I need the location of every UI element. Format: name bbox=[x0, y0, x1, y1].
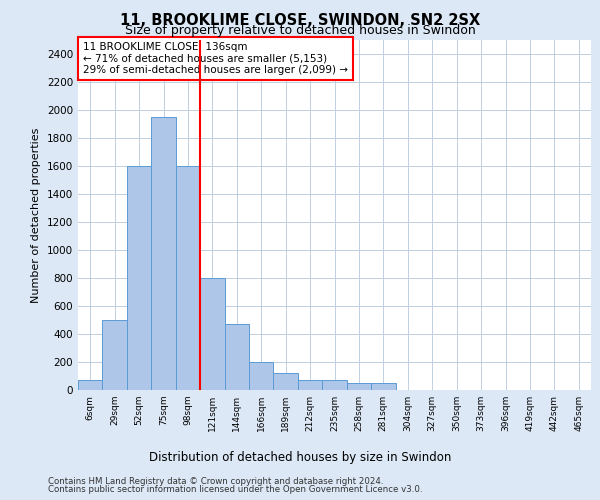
Bar bbox=[347, 383, 371, 390]
Bar bbox=[127, 166, 151, 390]
Bar bbox=[371, 383, 395, 390]
Bar bbox=[200, 278, 224, 390]
Text: Contains HM Land Registry data © Crown copyright and database right 2024.: Contains HM Land Registry data © Crown c… bbox=[48, 477, 383, 486]
Text: Contains public sector information licensed under the Open Government Licence v3: Contains public sector information licen… bbox=[48, 485, 422, 494]
Bar bbox=[78, 380, 103, 390]
Text: 11, BROOKLIME CLOSE, SWINDON, SN2 2SX: 11, BROOKLIME CLOSE, SWINDON, SN2 2SX bbox=[120, 13, 480, 28]
Bar bbox=[274, 372, 298, 390]
Bar bbox=[322, 380, 347, 390]
Text: 11 BROOKLIME CLOSE: 136sqm
← 71% of detached houses are smaller (5,153)
29% of s: 11 BROOKLIME CLOSE: 136sqm ← 71% of deta… bbox=[83, 42, 348, 75]
Text: Distribution of detached houses by size in Swindon: Distribution of detached houses by size … bbox=[149, 451, 451, 464]
Bar bbox=[249, 362, 274, 390]
Text: Size of property relative to detached houses in Swindon: Size of property relative to detached ho… bbox=[125, 24, 475, 37]
Bar bbox=[176, 166, 200, 390]
Bar bbox=[151, 117, 176, 390]
Bar bbox=[224, 324, 249, 390]
Bar bbox=[298, 380, 322, 390]
Y-axis label: Number of detached properties: Number of detached properties bbox=[31, 128, 41, 302]
Bar bbox=[103, 320, 127, 390]
